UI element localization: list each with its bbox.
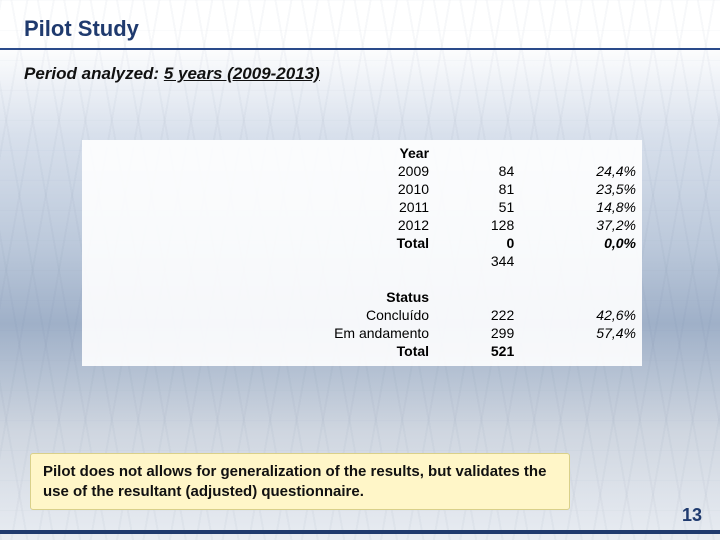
period-prefix: Period analyzed:	[24, 64, 164, 83]
year-pct: 0,0%	[520, 234, 642, 252]
table-row: 2011 51 14,8%	[82, 198, 642, 216]
year-table: Year 2009 84 24,4% 2010 81 23,5% 2011 51…	[82, 144, 642, 360]
period-value: 5 years (2009-2013)	[164, 64, 320, 83]
year-pct: 23,5%	[520, 180, 642, 198]
status-pct: 42,6%	[520, 306, 642, 324]
status-label: Em andamento	[82, 324, 435, 342]
slide: Pilot Study Period analyzed: 5 years (20…	[0, 0, 720, 540]
table-row: 2009 84 24,4%	[82, 162, 642, 180]
year-pct: 24,4%	[520, 162, 642, 180]
year-count: 51	[435, 198, 520, 216]
year-count: 0	[435, 234, 520, 252]
title-rule	[0, 48, 720, 50]
table-row: 2010 81 23,5%	[82, 180, 642, 198]
table-row: 344	[82, 252, 642, 270]
status-count: 222	[435, 306, 520, 324]
status-pct: 57,4%	[520, 324, 642, 342]
year-grand	[82, 252, 435, 270]
status-label: Concluído	[82, 306, 435, 324]
year-grand-count: 344	[435, 252, 520, 270]
year-header: Year	[82, 144, 435, 162]
table-row: Total 521	[82, 342, 642, 360]
table-header-row: Year	[82, 144, 642, 162]
slide-title: Pilot Study	[24, 16, 139, 42]
year-label: 2012	[82, 216, 435, 234]
year-count: 84	[435, 162, 520, 180]
page-number: 13	[682, 505, 702, 526]
status-header: Status	[82, 288, 435, 306]
year-count: 128	[435, 216, 520, 234]
year-label: Total	[82, 234, 435, 252]
year-pct: 37,2%	[520, 216, 642, 234]
status-label: Total	[82, 342, 435, 360]
year-pct: 14,8%	[520, 198, 642, 216]
table-header-row: Status	[82, 288, 642, 306]
status-count: 521	[435, 342, 520, 360]
tables-container: Year 2009 84 24,4% 2010 81 23,5% 2011 51…	[82, 140, 642, 366]
year-label: 2011	[82, 198, 435, 216]
note-box: Pilot does not allows for generalization…	[30, 453, 570, 510]
year-label: 2010	[82, 180, 435, 198]
table-row: Total 0 0,0%	[82, 234, 642, 252]
year-count: 81	[435, 180, 520, 198]
table-row: 2012 128 37,2%	[82, 216, 642, 234]
year-label: 2009	[82, 162, 435, 180]
bottom-rule	[0, 530, 720, 534]
status-pct	[520, 342, 642, 360]
period-line: Period analyzed: 5 years (2009-2013)	[24, 64, 320, 84]
status-count: 299	[435, 324, 520, 342]
table-row: Concluído 222 42,6%	[82, 306, 642, 324]
table-row: Em andamento 299 57,4%	[82, 324, 642, 342]
